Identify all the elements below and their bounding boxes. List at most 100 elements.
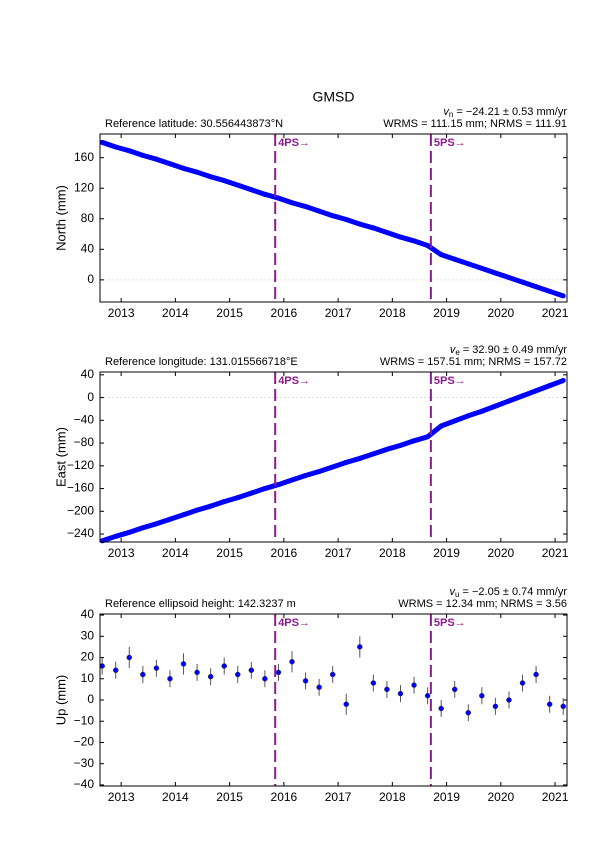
data-point — [167, 161, 173, 167]
y-axis-label: East (mm) — [53, 427, 68, 487]
y-tick-label: 0 — [87, 390, 94, 404]
data-point — [221, 499, 227, 505]
data-point — [452, 256, 458, 262]
data-point — [208, 174, 214, 180]
data-point — [465, 261, 471, 267]
rate-value: = −2.05 ± 0.74 mm/yr — [459, 586, 567, 598]
data-point — [547, 288, 553, 294]
data-point — [221, 663, 227, 669]
data-point — [275, 669, 282, 676]
plot-frame — [99, 613, 568, 787]
x-tick-label: 2017 — [325, 546, 352, 560]
data-point — [99, 139, 105, 145]
data-point — [194, 169, 200, 175]
data-point — [194, 507, 200, 513]
rate-text: ve = 32.90 ± 0.49 mm/yr — [450, 344, 568, 357]
rate-symbol: v — [443, 106, 450, 118]
data-point — [560, 703, 566, 710]
data-point — [167, 676, 173, 682]
data-point — [465, 709, 472, 716]
data-point — [140, 671, 146, 678]
y-tick-label: 10 — [81, 671, 95, 685]
x-tick-label: 2017 — [325, 306, 352, 320]
x-tick-label: 2021 — [542, 546, 569, 560]
data-point — [113, 533, 119, 539]
event-label: 5PS→ — [434, 375, 466, 387]
x-tick-label: 2014 — [162, 790, 189, 804]
data-point — [438, 423, 444, 429]
data-point — [424, 693, 431, 699]
event-label: 4PS→ — [278, 617, 310, 629]
data-point — [329, 671, 336, 678]
y-tick-label: 120 — [74, 180, 94, 194]
data-point — [303, 472, 309, 478]
y-tick-label: 40 — [81, 367, 95, 381]
y-tick-label: 160 — [74, 150, 94, 164]
data-point — [533, 284, 539, 290]
data-point — [479, 693, 485, 699]
event-label: 5PS→ — [434, 137, 466, 149]
data-point — [140, 152, 146, 158]
y-axis-label: North (mm) — [53, 185, 68, 251]
event-label: 4PS→ — [278, 375, 310, 387]
data-point — [533, 671, 539, 678]
data-point — [520, 279, 526, 285]
y-tick-label: −40 — [74, 412, 95, 426]
data-point — [207, 673, 214, 680]
data-point — [397, 690, 404, 697]
x-tick-label: 2019 — [433, 790, 460, 804]
data-point — [397, 234, 403, 240]
event-label: 4PS→ — [278, 137, 310, 149]
data-point — [384, 446, 390, 452]
x-tick-label: 2016 — [271, 546, 298, 560]
data-point — [330, 213, 336, 219]
data-point — [451, 686, 458, 693]
reference-text: Reference latitude: 30.556443873°N — [105, 118, 283, 130]
x-tick-label: 2020 — [487, 306, 514, 320]
chart-title: GMSD — [313, 89, 355, 105]
plot-frame — [99, 371, 568, 543]
data-point — [452, 418, 458, 424]
data-point — [492, 403, 498, 409]
data-point — [560, 293, 566, 299]
data-point — [153, 521, 159, 527]
x-tick-label: 2013 — [108, 546, 135, 560]
y-axis-label: Up (mm) — [53, 675, 68, 726]
data-point — [546, 701, 553, 707]
x-tick-label: 2018 — [379, 306, 406, 320]
data-point — [520, 393, 526, 399]
data-point — [235, 671, 241, 678]
y-tick-label: 40 — [81, 607, 95, 621]
x-tick-label: 2017 — [325, 790, 352, 804]
data-point — [262, 486, 268, 492]
data-point — [303, 204, 309, 210]
rate-subscript: n — [449, 110, 453, 119]
y-tick-label: 0 — [87, 272, 94, 286]
y-tick-label: −240 — [67, 526, 94, 540]
data-point — [519, 680, 526, 686]
data-point — [248, 490, 254, 496]
x-tick-label: 2015 — [216, 546, 243, 560]
x-tick-label: 2021 — [542, 306, 569, 320]
data-point — [140, 525, 146, 531]
data-point — [479, 265, 485, 271]
data-point — [235, 182, 241, 188]
data-point — [289, 477, 295, 483]
data-point — [289, 200, 295, 206]
y-tick-label: 40 — [81, 241, 95, 255]
data-point — [167, 516, 173, 522]
rate-subscript: u — [455, 590, 459, 599]
data-point — [384, 686, 390, 693]
plot-frame — [99, 133, 568, 303]
rate-symbol: v — [450, 344, 457, 356]
data-point — [126, 148, 132, 154]
y-tick-label: 80 — [81, 211, 95, 225]
y-tick-label: −40 — [74, 777, 95, 791]
data-point — [316, 468, 322, 474]
data-point — [560, 378, 566, 384]
x-tick-label: 2016 — [271, 306, 298, 320]
rate-subscript: e — [455, 348, 460, 357]
data-point — [248, 667, 255, 674]
data-point — [357, 644, 363, 650]
y-tick-label: −20 — [74, 735, 95, 749]
